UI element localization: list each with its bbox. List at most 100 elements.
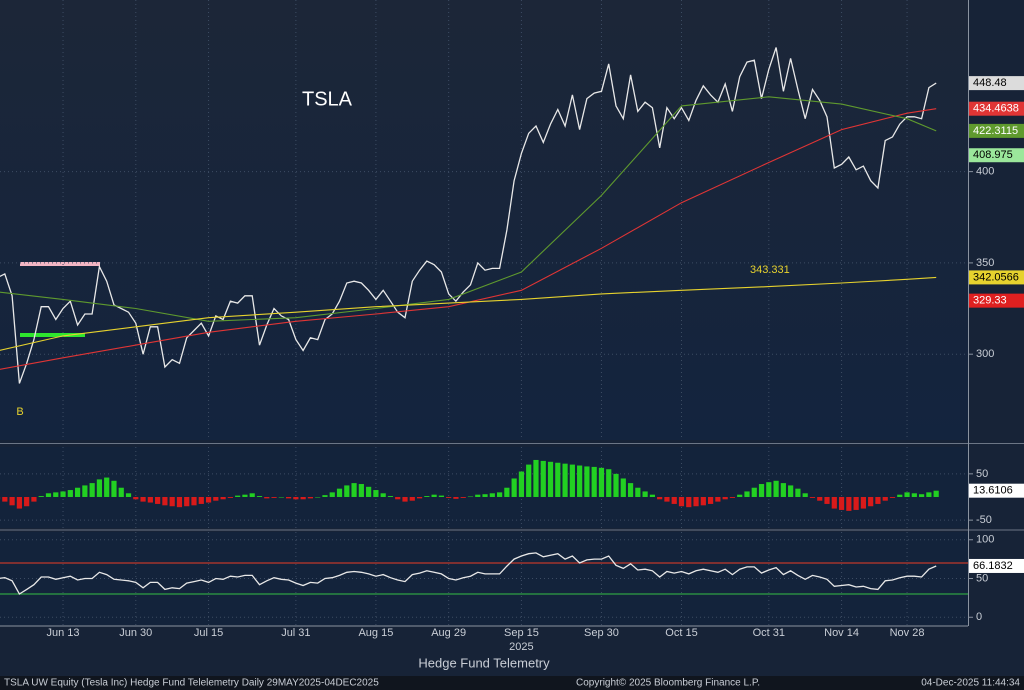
footer-left: TSLA UW Equity (Tesla Inc) Hedge Fund Te… — [4, 678, 379, 689]
histogram-bar — [911, 493, 917, 497]
x-tick-label: Nov 14 — [824, 627, 859, 639]
histogram-bar — [315, 496, 321, 498]
histogram-bar — [526, 464, 532, 497]
histogram-bar — [133, 496, 139, 500]
histogram-bar — [446, 496, 452, 498]
histogram-bar — [336, 488, 343, 497]
histogram-bar — [482, 494, 488, 497]
histogram-bar — [366, 486, 372, 497]
histogram-bar — [89, 483, 95, 497]
histogram-bar — [125, 493, 132, 497]
histogram-bar — [591, 466, 597, 497]
value-label: 342.0566 — [973, 271, 1019, 283]
histogram-bar — [416, 496, 423, 499]
value-box — [969, 123, 1024, 138]
histogram-bar — [475, 494, 481, 497]
histogram-bar — [751, 487, 757, 497]
histogram-bar — [2, 496, 8, 502]
histogram-bar — [860, 496, 866, 509]
histogram-bar — [264, 496, 270, 499]
histogram-bar — [853, 496, 859, 510]
level-bar — [20, 262, 100, 266]
histogram-bar — [387, 496, 394, 497]
x-tick-label: Oct 15 — [665, 627, 697, 639]
value-box — [969, 101, 1024, 116]
footer-bar — [0, 676, 1024, 690]
histogram-bar — [162, 496, 168, 506]
histogram-bar — [897, 494, 903, 497]
histogram-bar — [358, 484, 364, 497]
histogram-bar — [9, 496, 15, 506]
histogram-bar — [242, 494, 248, 497]
footer-right: 04-Dec-2025 11:44:34 — [921, 678, 1020, 689]
series-line — [0, 108, 937, 370]
histogram-bar — [249, 493, 255, 497]
histogram-bar — [693, 496, 699, 507]
histogram-bar — [635, 487, 641, 497]
histogram-bar — [147, 496, 153, 503]
histogram-bar — [205, 496, 212, 503]
histogram-bar — [489, 493, 495, 497]
value-box — [969, 148, 1024, 163]
histogram-bar — [708, 496, 714, 504]
price-line — [0, 47, 937, 384]
value-label: 408.975 — [973, 149, 1013, 161]
y-tick-label: 400 — [976, 166, 994, 178]
histogram-bar — [657, 496, 663, 500]
series-line — [0, 96, 937, 322]
histogram-bar — [649, 494, 655, 497]
histogram-bar — [395, 496, 401, 500]
histogram-bar — [235, 495, 241, 497]
histogram-bar — [613, 473, 619, 497]
histogram-bar — [45, 493, 52, 497]
histogram-bar — [758, 484, 765, 497]
level-bar — [20, 333, 85, 337]
footer-center: Copyright© 2025 Bloomberg Finance L.P. — [576, 678, 760, 689]
histogram-bar — [700, 496, 706, 506]
y-tick-label: 50 — [976, 572, 988, 584]
histogram-bar — [715, 496, 721, 502]
histogram-bar — [140, 496, 146, 502]
value-label: 13.6106 — [973, 485, 1013, 497]
histogram-bar — [817, 496, 823, 501]
histogram-bar — [919, 494, 925, 497]
value-box — [969, 293, 1024, 308]
histogram-bar — [409, 496, 415, 501]
histogram-bar — [285, 496, 292, 499]
histogram-bar — [795, 488, 801, 497]
value-box — [969, 270, 1024, 285]
value-box — [969, 76, 1024, 91]
histogram-bar — [577, 465, 583, 497]
histogram-bar — [766, 482, 772, 497]
y-tick-label: 0 — [976, 611, 982, 623]
histogram-bar — [424, 496, 430, 497]
x-tick-label: Sep 30 — [584, 627, 619, 639]
histogram-bar — [511, 478, 517, 497]
histogram-bar — [533, 459, 539, 497]
histogram-bar — [642, 491, 648, 497]
value-label: 448.48 — [973, 77, 1007, 89]
histogram-bar — [904, 492, 910, 497]
histogram-bar — [155, 496, 161, 504]
y-tick-label: -50 — [976, 514, 992, 526]
histogram-bar — [96, 479, 103, 497]
histogram-bar — [344, 485, 350, 497]
histogram-bar — [198, 496, 204, 504]
value-box — [969, 558, 1024, 573]
histogram-bar — [846, 496, 852, 511]
series-line — [0, 276, 937, 351]
histogram-bar — [373, 490, 379, 497]
histogram-bar — [16, 496, 22, 509]
histogram-bar — [460, 496, 466, 498]
price-panel — [0, 0, 968, 440]
histogram-bar — [875, 496, 881, 504]
histogram-bar — [933, 490, 939, 497]
histogram-bar — [256, 496, 263, 497]
histogram-bar — [74, 487, 81, 497]
value-label: 329.33 — [973, 295, 1007, 307]
y-tick-label: 50 — [976, 468, 988, 480]
histogram-bar — [351, 483, 357, 497]
histogram-bar — [213, 496, 219, 501]
value-box — [969, 483, 1024, 498]
histogram-bar — [496, 492, 503, 497]
